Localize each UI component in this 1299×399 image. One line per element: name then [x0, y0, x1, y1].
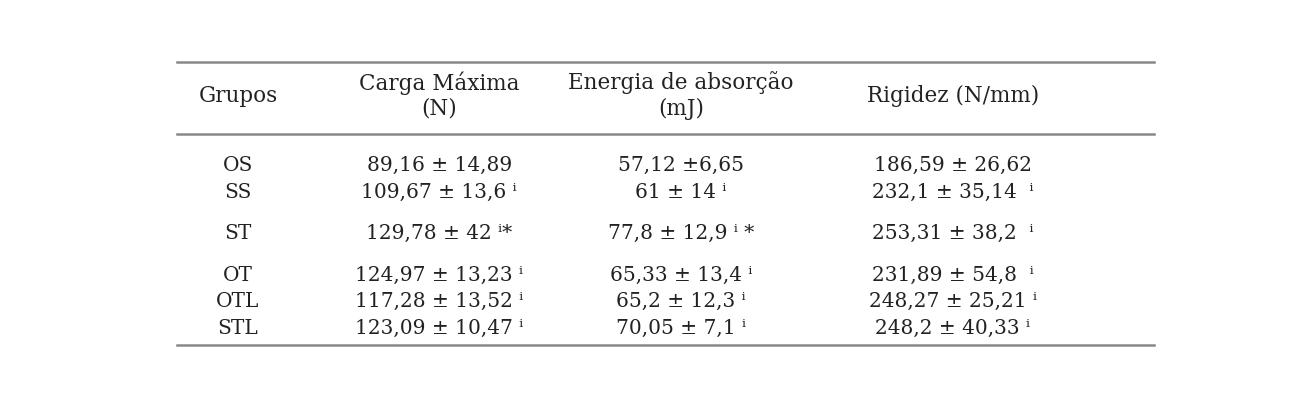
- Text: Energia de absorção
(mJ): Energia de absorção (mJ): [568, 71, 794, 120]
- Text: STL: STL: [217, 318, 259, 338]
- Text: 89,16 ± 14,89: 89,16 ± 14,89: [366, 156, 512, 175]
- Text: 124,97 ± 13,23 ⁱ: 124,97 ± 13,23 ⁱ: [355, 266, 523, 285]
- Text: 109,67 ± 13,6 ⁱ: 109,67 ± 13,6 ⁱ: [361, 184, 517, 202]
- Text: 186,59 ± 26,62: 186,59 ± 26,62: [874, 156, 1031, 175]
- Text: 65,33 ± 13,4 ⁱ: 65,33 ± 13,4 ⁱ: [609, 266, 752, 285]
- Text: Grupos: Grupos: [199, 85, 278, 107]
- Text: 248,27 ± 25,21 ⁱ: 248,27 ± 25,21 ⁱ: [869, 292, 1037, 311]
- Text: 232,1 ± 35,14  ⁱ: 232,1 ± 35,14 ⁱ: [872, 184, 1034, 202]
- Text: 117,28 ± 13,52 ⁱ: 117,28 ± 13,52 ⁱ: [355, 292, 523, 311]
- Text: 70,05 ± 7,1 ⁱ: 70,05 ± 7,1 ⁱ: [616, 318, 746, 338]
- Text: OT: OT: [223, 266, 253, 285]
- Text: Rigidez (N/mm): Rigidez (N/mm): [866, 85, 1039, 107]
- Text: SS: SS: [225, 184, 252, 202]
- Text: 253,31 ± 38,2  ⁱ: 253,31 ± 38,2 ⁱ: [872, 224, 1034, 243]
- Text: 248,2 ± 40,33 ⁱ: 248,2 ± 40,33 ⁱ: [876, 318, 1030, 338]
- Text: 129,78 ± 42 ⁱ*: 129,78 ± 42 ⁱ*: [366, 224, 512, 243]
- Text: 65,2 ± 12,3 ⁱ: 65,2 ± 12,3 ⁱ: [616, 292, 746, 311]
- Text: 231,89 ± 54,8  ⁱ: 231,89 ± 54,8 ⁱ: [872, 266, 1034, 285]
- Text: 61 ± 14 ⁱ: 61 ± 14 ⁱ: [635, 184, 726, 202]
- Text: 57,12 ±6,65: 57,12 ±6,65: [618, 156, 744, 175]
- Text: OTL: OTL: [216, 292, 260, 311]
- Text: 123,09 ± 10,47 ⁱ: 123,09 ± 10,47 ⁱ: [355, 318, 523, 338]
- Text: OS: OS: [222, 156, 253, 175]
- Text: Carga Máxima
(N): Carga Máxima (N): [359, 71, 520, 120]
- Text: ST: ST: [225, 224, 252, 243]
- Text: 77,8 ± 12,9 ⁱ *: 77,8 ± 12,9 ⁱ *: [608, 224, 753, 243]
